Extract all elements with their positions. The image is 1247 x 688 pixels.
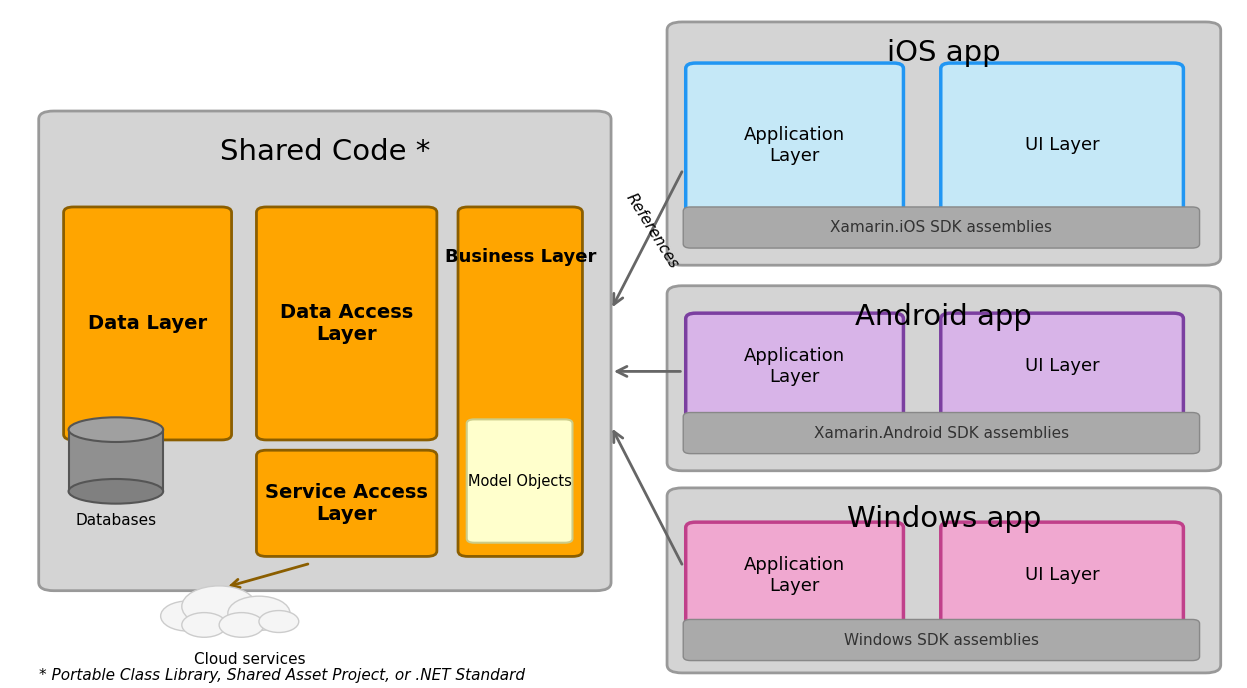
- Text: Android app: Android app: [855, 303, 1033, 331]
- Circle shape: [228, 596, 291, 630]
- Text: Application
Layer: Application Layer: [744, 556, 845, 594]
- Text: Windows SDK assemblies: Windows SDK assemblies: [844, 632, 1039, 647]
- Text: UI Layer: UI Layer: [1025, 566, 1100, 584]
- Text: Service Access
Layer: Service Access Layer: [266, 483, 428, 524]
- FancyBboxPatch shape: [667, 22, 1221, 265]
- FancyBboxPatch shape: [667, 286, 1221, 471]
- Text: Xamarin.Android SDK assemblies: Xamarin.Android SDK assemblies: [814, 426, 1069, 440]
- Text: iOS app: iOS app: [887, 39, 1000, 67]
- Text: UI Layer: UI Layer: [1025, 136, 1100, 154]
- Circle shape: [259, 610, 299, 632]
- FancyBboxPatch shape: [257, 207, 436, 440]
- FancyBboxPatch shape: [683, 207, 1200, 248]
- FancyBboxPatch shape: [466, 420, 572, 543]
- FancyBboxPatch shape: [686, 63, 903, 228]
- Text: Application
Layer: Application Layer: [744, 347, 845, 386]
- FancyBboxPatch shape: [683, 619, 1200, 660]
- Text: Business Layer: Business Layer: [444, 248, 596, 266]
- Text: Model Objects: Model Objects: [468, 473, 571, 488]
- Text: Data Layer: Data Layer: [89, 314, 207, 333]
- Circle shape: [161, 601, 216, 631]
- FancyBboxPatch shape: [39, 111, 611, 591]
- Circle shape: [219, 612, 264, 637]
- FancyBboxPatch shape: [64, 207, 232, 440]
- Bar: [69, 429, 163, 491]
- FancyBboxPatch shape: [686, 522, 903, 628]
- Text: Databases: Databases: [75, 513, 156, 528]
- Text: Data Access
Layer: Data Access Layer: [281, 303, 413, 344]
- FancyBboxPatch shape: [940, 313, 1183, 420]
- FancyBboxPatch shape: [257, 450, 436, 557]
- FancyBboxPatch shape: [458, 207, 582, 557]
- FancyBboxPatch shape: [940, 63, 1183, 228]
- FancyBboxPatch shape: [667, 488, 1221, 673]
- Text: UI Layer: UI Layer: [1025, 357, 1100, 375]
- FancyBboxPatch shape: [686, 313, 903, 420]
- Text: Cloud services: Cloud services: [195, 652, 306, 667]
- Text: References: References: [624, 191, 681, 271]
- FancyBboxPatch shape: [940, 522, 1183, 628]
- Text: Xamarin.iOS SDK assemblies: Xamarin.iOS SDK assemblies: [831, 220, 1052, 235]
- Ellipse shape: [69, 418, 163, 442]
- Ellipse shape: [69, 479, 163, 504]
- Text: Windows app: Windows app: [847, 505, 1041, 533]
- Circle shape: [182, 612, 227, 637]
- Text: Application
Layer: Application Layer: [744, 126, 845, 164]
- Text: * Portable Class Library, Shared Asset Project, or .NET Standard: * Portable Class Library, Shared Asset P…: [39, 668, 525, 683]
- Circle shape: [182, 586, 257, 627]
- Text: Shared Code *: Shared Code *: [219, 138, 430, 166]
- FancyBboxPatch shape: [683, 413, 1200, 453]
